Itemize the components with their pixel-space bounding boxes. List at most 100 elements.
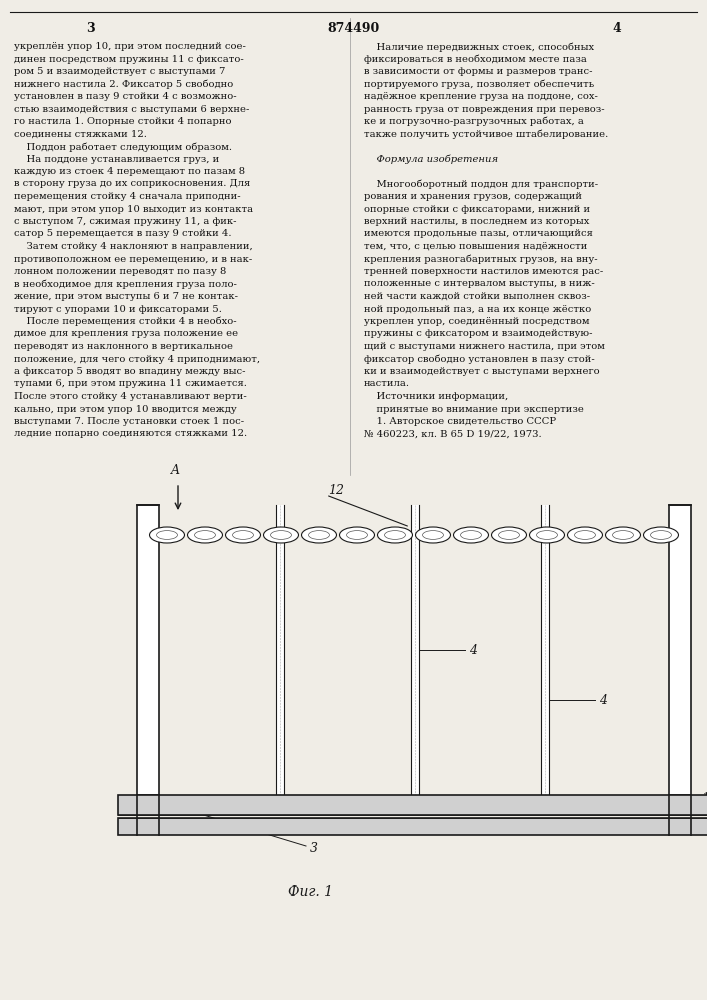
Ellipse shape: [423, 531, 443, 539]
Text: принятые во внимание при экспертизе: принятые во внимание при экспертизе: [364, 404, 584, 414]
Text: опорные стойки с фиксаторами, нижний и: опорные стойки с фиксаторами, нижний и: [364, 205, 590, 214]
Text: 3: 3: [86, 22, 94, 35]
Text: пружины с фиксатором и взаимодействую-: пружины с фиксатором и взаимодействую-: [364, 330, 592, 338]
Text: Поддон работает следующим образом.: Поддон работает следующим образом.: [14, 142, 232, 151]
Text: ледние попарно соединяются стяжками 12.: ледние попарно соединяются стяжками 12.: [14, 430, 247, 438]
Text: противоположном ее перемещению, и в нак-: противоположном ее перемещению, и в нак-: [14, 254, 252, 263]
Text: также получить устойчивое штабелирование.: также получить устойчивое штабелирование…: [364, 129, 608, 139]
Ellipse shape: [575, 531, 595, 539]
Text: 2: 2: [701, 822, 707, 836]
Text: жение, при этом выступы 6 и 7 не контак-: жение, при этом выступы 6 и 7 не контак-: [14, 292, 238, 301]
Text: укреплён упор 10, при этом последний сое-: укреплён упор 10, при этом последний сое…: [14, 42, 246, 51]
Text: лонном положении переводят по пазу 8: лонном положении переводят по пазу 8: [14, 267, 226, 276]
Text: выступами 7. После установки стоек 1 пос-: выступами 7. После установки стоек 1 пос…: [14, 417, 244, 426]
Text: После перемещения стойки 4 в необхо-: После перемещения стойки 4 в необхо-: [14, 317, 237, 326]
Text: 4: 4: [599, 694, 607, 706]
Ellipse shape: [385, 531, 405, 539]
Text: Формула изобретения: Формула изобретения: [364, 154, 498, 164]
Text: Источники информации,: Источники информации,: [364, 392, 508, 401]
Text: переводят из наклонного в вертикальное: переводят из наклонного в вертикальное: [14, 342, 233, 351]
Text: верхний настилы, в последнем из которых: верхний настилы, в последнем из которых: [364, 217, 590, 226]
Text: № 460223, кл. B 65 D 19/22, 1973.: № 460223, кл. B 65 D 19/22, 1973.: [364, 430, 542, 438]
Text: динен посредством пружины 11 с фиксато-: динен посредством пружины 11 с фиксато-: [14, 54, 244, 64]
Text: с выступом 7, сжимая пружину 11, а фик-: с выступом 7, сжимая пружину 11, а фик-: [14, 217, 237, 226]
Ellipse shape: [491, 527, 527, 543]
Text: ки и взаимодействует с выступами верхнего: ки и взаимодействует с выступами верхнег…: [364, 367, 600, 376]
Text: 1: 1: [701, 792, 707, 806]
Text: ром 5 и взаимодействует с выступами 7: ром 5 и взаимодействует с выступами 7: [14, 67, 226, 76]
Ellipse shape: [378, 527, 412, 543]
Text: в зависимости от формы и размеров транс-: в зависимости от формы и размеров транс-: [364, 67, 592, 76]
Text: ке и погрузочно-разгрузочных работах, а: ке и погрузочно-разгрузочных работах, а: [364, 117, 584, 126]
Ellipse shape: [643, 527, 679, 543]
Text: стью взаимодействия с выступами 6 верхне-: стью взаимодействия с выступами 6 верхне…: [14, 104, 250, 113]
Text: портируемого груза, позволяет обеспечить: портируемого груза, позволяет обеспечить: [364, 80, 594, 89]
Text: Многооборотный поддон для транспорти-: Многооборотный поддон для транспорти-: [364, 180, 598, 189]
Ellipse shape: [156, 531, 177, 539]
Ellipse shape: [537, 531, 557, 539]
Ellipse shape: [530, 527, 564, 543]
Bar: [118, 795, 707, 815]
Text: ной продольный паз, а на их конце жёстко: ной продольный паз, а на их конце жёстко: [364, 304, 591, 314]
Text: ней части каждой стойки выполнен сквоз-: ней части каждой стойки выполнен сквоз-: [364, 292, 590, 301]
Ellipse shape: [346, 531, 368, 539]
Text: Затем стойку 4 наклоняют в направлении,: Затем стойку 4 наклоняют в направлении,: [14, 242, 252, 251]
Ellipse shape: [612, 531, 633, 539]
Ellipse shape: [194, 531, 216, 539]
Text: а фиксатор 5 вводят во впадину между выс-: а фиксатор 5 вводят во впадину между выс…: [14, 367, 245, 376]
Bar: [137, 505, 159, 795]
Text: димое для крепления груза положение ее: димое для крепления груза положение ее: [14, 330, 238, 338]
Text: 12: 12: [328, 485, 344, 497]
Ellipse shape: [416, 527, 450, 543]
Text: положенные с интервалом выступы, в ниж-: положенные с интервалом выступы, в ниж-: [364, 279, 595, 288]
Text: мают, при этом упор 10 выходит из контакта: мают, при этом упор 10 выходит из контак…: [14, 205, 253, 214]
Text: рования и хранения грузов, содержащий: рования и хранения грузов, содержащий: [364, 192, 582, 201]
Text: 1. Авторское свидетельство СССР: 1. Авторское свидетельство СССР: [364, 417, 556, 426]
Text: тируют с упорами 10 и фиксаторами 5.: тируют с упорами 10 и фиксаторами 5.: [14, 304, 222, 314]
Text: укреплен упор, соединённый посредством: укреплен упор, соединённый посредством: [364, 317, 590, 326]
Text: Наличие передвижных стоек, способных: Наличие передвижных стоек, способных: [364, 42, 594, 51]
Text: установлен в пазу 9 стойки 4 с возможно-: установлен в пазу 9 стойки 4 с возможно-: [14, 92, 237, 101]
Text: каждую из стоек 4 перемещают по пазам 8: каждую из стоек 4 перемещают по пазам 8: [14, 167, 245, 176]
Text: фиксатор свободно установлен в пазу стой-: фиксатор свободно установлен в пазу стой…: [364, 355, 595, 364]
Ellipse shape: [149, 527, 185, 543]
Text: После этого стойку 4 устанавливают верти-: После этого стойку 4 устанавливают верти…: [14, 392, 247, 401]
Text: На поддоне устанавливается груз, и: На поддоне устанавливается груз, и: [14, 154, 219, 163]
Ellipse shape: [498, 531, 520, 539]
Ellipse shape: [301, 527, 337, 543]
Bar: [669, 505, 691, 795]
Ellipse shape: [453, 527, 489, 543]
Text: положение, для чего стойку 4 приподнимают,: положение, для чего стойку 4 приподнимаю…: [14, 355, 260, 363]
Ellipse shape: [233, 531, 253, 539]
Text: Фиг. 1: Фиг. 1: [288, 885, 332, 899]
Text: кально, при этом упор 10 вводится между: кально, при этом упор 10 вводится между: [14, 404, 237, 414]
Text: 4: 4: [613, 22, 621, 35]
Text: крепления разногабаритных грузов, на вну-: крепления разногабаритных грузов, на вну…: [364, 254, 597, 264]
Bar: [276, 505, 284, 795]
Text: имеются продольные пазы, отличающийся: имеются продольные пазы, отличающийся: [364, 230, 593, 238]
Ellipse shape: [264, 527, 298, 543]
Text: нижнего настила 2. Фиксатор 5 свободно: нижнего настила 2. Фиксатор 5 свободно: [14, 80, 233, 89]
Text: 3: 3: [310, 842, 318, 854]
Text: в необходимое для крепления груза поло-: в необходимое для крепления груза поло-: [14, 279, 237, 289]
Text: го настила 1. Опорные стойки 4 попарно: го настила 1. Опорные стойки 4 попарно: [14, 117, 231, 126]
Text: в сторону груза до их соприкосновения. Для: в сторону груза до их соприкосновения. Д…: [14, 180, 250, 188]
Text: сатор 5 перемещается в пазу 9 стойки 4.: сатор 5 перемещается в пазу 9 стойки 4.: [14, 230, 231, 238]
Ellipse shape: [308, 531, 329, 539]
Text: тренней поверхности настилов имеются рас-: тренней поверхности настилов имеются рас…: [364, 267, 603, 276]
Text: 4: 4: [469, 644, 477, 656]
Ellipse shape: [650, 531, 672, 539]
Bar: [118, 818, 707, 835]
Bar: [541, 505, 549, 795]
Text: ранность груза от повреждения при перевоз-: ранность груза от повреждения при перево…: [364, 104, 604, 113]
Text: соединены стяжками 12.: соединены стяжками 12.: [14, 129, 147, 138]
Bar: [411, 505, 419, 795]
Text: тупами 6, при этом пружина 11 сжимается.: тупами 6, при этом пружина 11 сжимается.: [14, 379, 247, 388]
Text: тем, что, с целью повышения надёжности: тем, что, с целью повышения надёжности: [364, 242, 588, 251]
Text: фиксироваться в необходимом месте паза: фиксироваться в необходимом месте паза: [364, 54, 587, 64]
Ellipse shape: [339, 527, 375, 543]
Ellipse shape: [271, 531, 291, 539]
Text: настила.: настила.: [364, 379, 410, 388]
Text: 874490: 874490: [327, 22, 379, 35]
Ellipse shape: [460, 531, 481, 539]
